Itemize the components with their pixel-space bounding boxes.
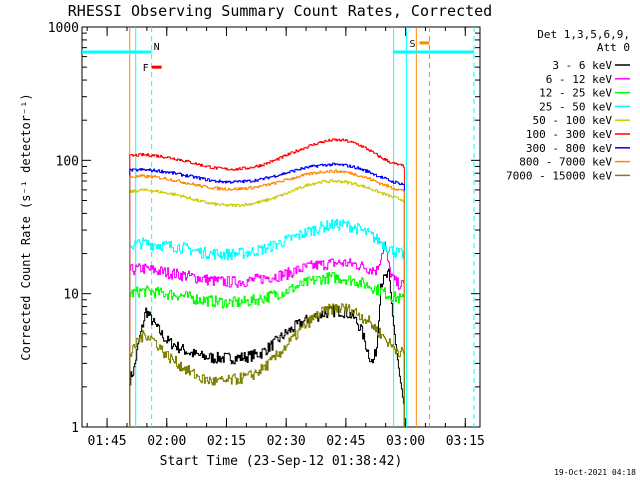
series-trace-7 xyxy=(129,169,405,427)
y-tick-label: 10 xyxy=(63,288,79,303)
x-axis-label: Start Time (23-Sep-12 01:38:42) xyxy=(160,454,403,469)
plot-area: 1 10 100 1000 01:45 02:00 02:15 02:30 02:45 03:00… xyxy=(48,21,485,449)
legend-label: 12 - 25 keV xyxy=(539,87,612,100)
y-tick-label: 100 xyxy=(56,154,79,169)
y-axis-label: Corrected Count Rate (s⁻¹ detector⁻¹) xyxy=(19,93,33,360)
series-trace-6 xyxy=(129,162,405,427)
series-trace-8 xyxy=(129,303,405,427)
x-tick-label: 01:45 xyxy=(88,434,127,449)
y-tick-label: 1 xyxy=(71,421,79,436)
chart-title: RHESSI Observing Summary Count Rates, Co… xyxy=(68,2,492,20)
legend-label: 7000 - 15000 keV xyxy=(506,169,612,182)
series-trace-3 xyxy=(129,218,405,427)
flag-label-F: F xyxy=(143,63,149,74)
x-tick-label: 03:00 xyxy=(386,434,425,449)
series-trace-1 xyxy=(129,241,405,427)
plot-frame xyxy=(81,26,481,428)
legend-label: 6 - 12 keV xyxy=(546,73,613,86)
legend-label: 3 - 6 keV xyxy=(552,59,612,72)
flag-label-S: S xyxy=(409,39,415,50)
x-tick-label: 02:30 xyxy=(267,434,306,449)
footer-timestamp: 19-Oct-2021 04:18 xyxy=(554,468,636,477)
legend-label: 300 - 800 keV xyxy=(526,142,612,155)
x-tick-label: 02:00 xyxy=(147,434,186,449)
x-tick-label: 02:45 xyxy=(326,434,365,449)
legend-label: 50 - 100 keV xyxy=(533,114,613,127)
x-tick-label: 03:15 xyxy=(446,434,485,449)
series-trace-0 xyxy=(129,268,405,427)
legend-label: 800 - 7000 keV xyxy=(519,156,612,169)
legend-label: 100 - 300 keV xyxy=(526,128,612,141)
x-tick-label: 02:15 xyxy=(207,434,246,449)
series-trace-5 xyxy=(129,138,405,427)
y-tick-label: 1000 xyxy=(48,21,79,36)
legend-header-attenuator: Att 0 xyxy=(597,41,630,54)
flag-label-N: N xyxy=(154,42,160,53)
series-trace-2 xyxy=(129,272,405,427)
legend-label: 25 - 50 keV xyxy=(539,100,612,113)
legend-header-detectors: Det 1,3,5,6,9, xyxy=(537,28,630,41)
series-trace-4 xyxy=(129,179,405,427)
